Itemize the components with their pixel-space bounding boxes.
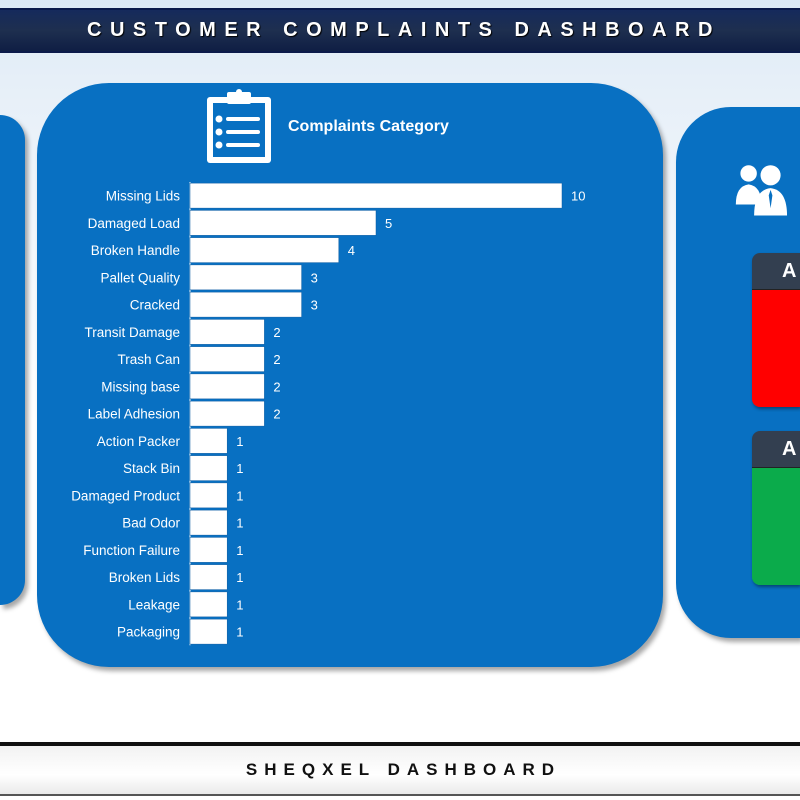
bar (189, 564, 228, 590)
category-label: Bad Odor (122, 516, 180, 531)
left-panel (0, 115, 25, 605)
bar (189, 237, 340, 263)
bar (189, 400, 265, 427)
category-label: Function Failure (83, 543, 180, 558)
data-label: 1 (236, 625, 243, 640)
data-label: 2 (273, 407, 280, 422)
data-label: 1 (236, 597, 243, 612)
card-header: A (752, 431, 800, 468)
data-label: 4 (348, 243, 355, 258)
category-label: Label Adhesion (88, 407, 180, 422)
title-bar: CUSTOMER COMPLAINTS DASHBOARD (0, 8, 800, 53)
bar (189, 182, 563, 209)
category-label: Damaged Product (71, 488, 180, 503)
chart-title: Complaints Category (288, 118, 449, 135)
bar (189, 373, 265, 400)
clipboard-list-icon (207, 89, 271, 163)
category-label: Damaged Load (88, 216, 180, 231)
data-label: 2 (273, 325, 280, 340)
bar (189, 291, 302, 318)
category-label: Pallet Quality (100, 270, 180, 285)
data-label: 1 (236, 516, 243, 531)
category-label: Packaging (117, 625, 180, 640)
bar (189, 428, 228, 454)
dashboard-title: CUSTOMER COMPLAINTS DASHBOARD (87, 19, 721, 41)
category-label: Broken Lids (109, 570, 181, 585)
category-label: Stack Bin (123, 461, 180, 476)
category-label: Transit Damage (84, 325, 180, 340)
data-label: 5 (385, 216, 392, 231)
bar (189, 319, 265, 345)
data-label: 2 (273, 379, 280, 394)
data-label: 1 (236, 461, 243, 476)
category-label: Cracked (130, 298, 180, 313)
bar (189, 537, 228, 563)
bar (189, 346, 265, 372)
category-label: Leakage (128, 597, 180, 612)
footer-title: SHEQXEL DASHBOARD (245, 760, 562, 779)
bar (189, 210, 377, 236)
data-label: 2 (273, 352, 280, 367)
data-label: 10 (571, 189, 585, 204)
category-label: Trash Can (117, 352, 180, 367)
data-label: 3 (311, 270, 318, 285)
card-header: A (752, 253, 800, 290)
category-label: Missing base (101, 379, 180, 394)
bar (189, 591, 228, 618)
data-label: 1 (236, 434, 243, 449)
people-icon (735, 165, 788, 216)
category-label: Broken Handle (91, 243, 180, 258)
footer-bar: SHEQXEL DASHBOARD (0, 742, 800, 796)
data-label: 1 (236, 570, 243, 585)
bar (189, 264, 302, 291)
complaints-category-panel (37, 83, 663, 667)
card-body (752, 290, 800, 407)
category-label: Action Packer (97, 434, 181, 449)
bar (189, 482, 228, 509)
bar (189, 618, 228, 645)
bar (189, 509, 228, 536)
category-label: Missing Lids (106, 189, 181, 204)
data-label: 1 (236, 543, 243, 558)
data-label: 3 (311, 298, 318, 313)
card-body (752, 468, 800, 585)
status-card-red: A (752, 253, 800, 407)
status-card-green: A (752, 431, 800, 585)
bar (189, 455, 228, 481)
data-label: 1 (236, 488, 243, 503)
